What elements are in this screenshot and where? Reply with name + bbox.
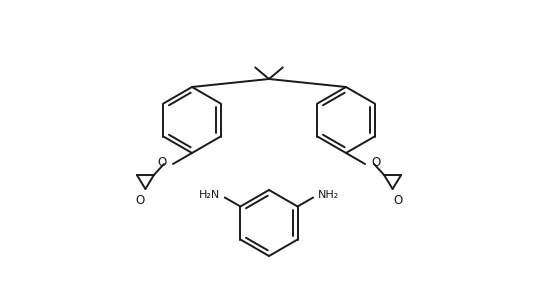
Text: O: O bbox=[136, 194, 145, 207]
Text: O: O bbox=[393, 194, 402, 207]
Text: O: O bbox=[158, 156, 167, 170]
Text: O: O bbox=[371, 156, 380, 170]
Text: H₂N: H₂N bbox=[199, 191, 220, 200]
Text: NH₂: NH₂ bbox=[318, 191, 339, 200]
